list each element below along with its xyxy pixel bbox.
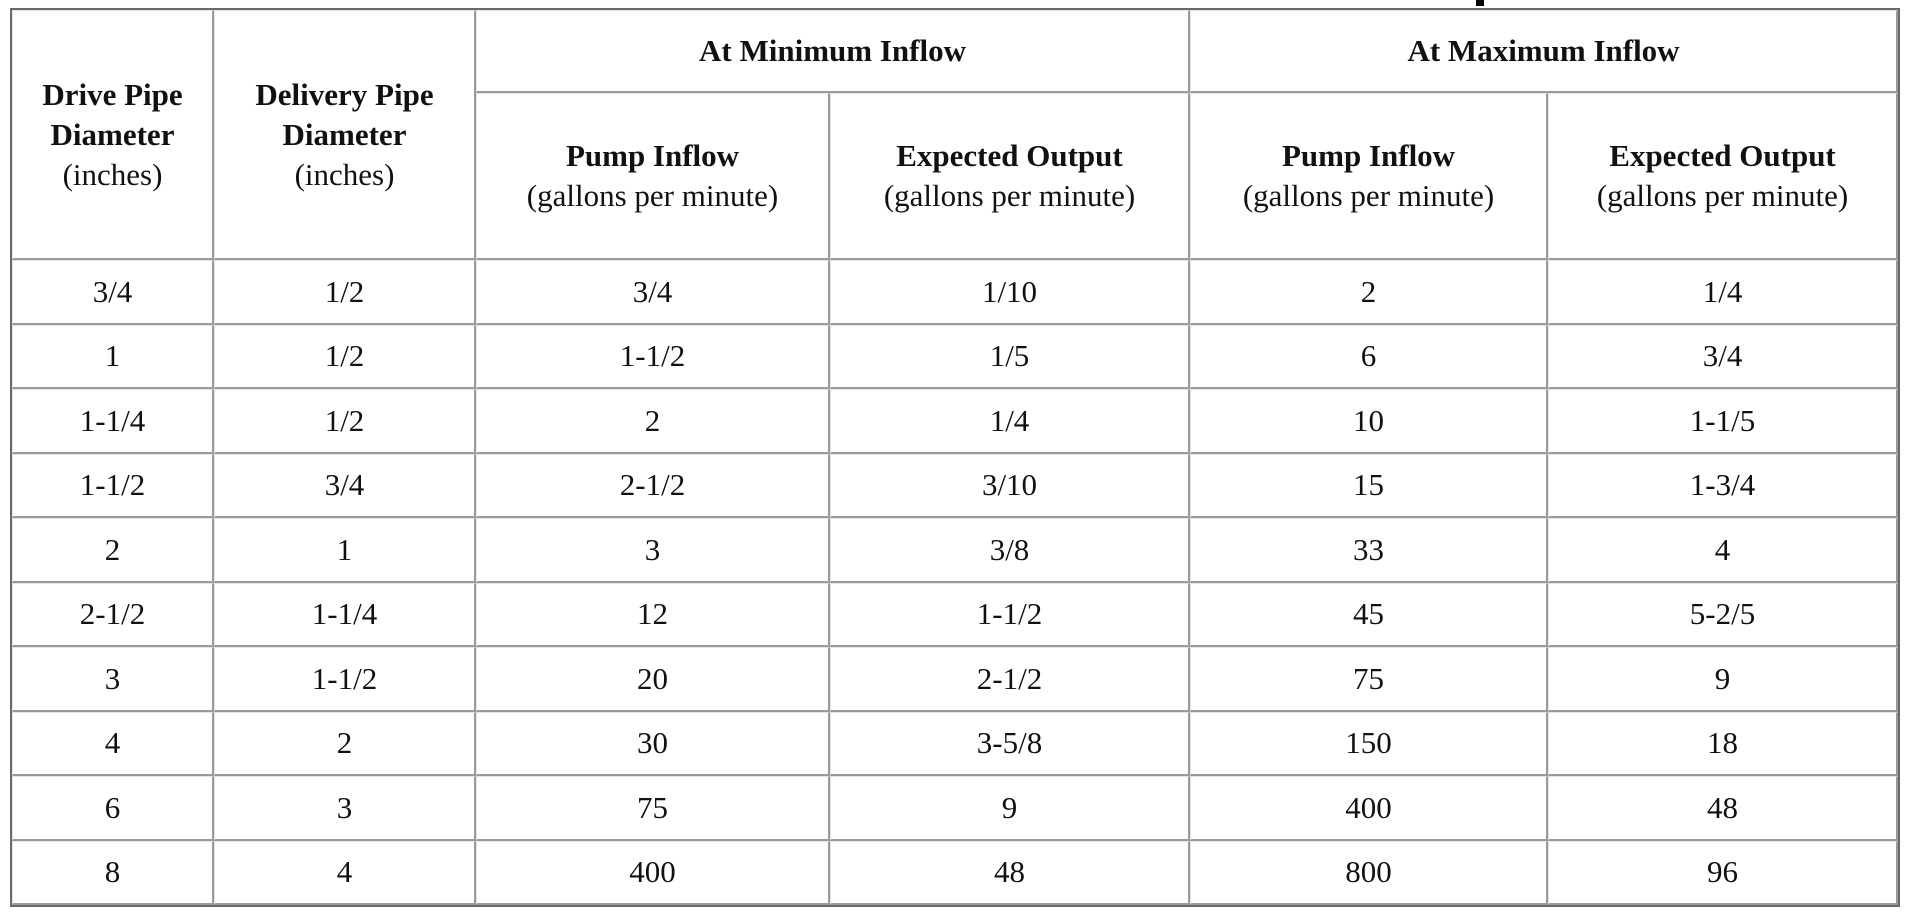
header-unit: (gallons per minute)	[883, 178, 1136, 213]
header-delivery-pipe-diameter: Delivery Pipe Diameter (inches)	[214, 10, 476, 260]
cell-min-pump-inflow: 1-1/2	[476, 324, 830, 389]
cell-max-pump-inflow: 800	[1190, 840, 1549, 905]
cell-delivery-pipe: 1/2	[214, 260, 476, 325]
cell-max-pump-inflow: 150	[1190, 711, 1549, 776]
header-title: Pump Inflow	[1281, 138, 1456, 173]
cell-min-expected-output: 1-1/2	[830, 582, 1191, 647]
cell-max-pump-inflow: 6	[1190, 324, 1549, 389]
cell-drive-pipe: 1	[12, 324, 214, 389]
cell-max-pump-inflow: 75	[1190, 647, 1549, 712]
header-min-pump-inflow: Pump Inflow (gallons per minute)	[476, 93, 830, 260]
header-max-pump-inflow: Pump Inflow (gallons per minute)	[1190, 93, 1549, 260]
header-unit: (gallons per minute)	[1242, 178, 1495, 213]
cell-min-pump-inflow: 75	[476, 776, 830, 841]
header-title: Pump Inflow	[565, 138, 740, 173]
cell-delivery-pipe: 1-1/4	[214, 582, 476, 647]
cell-min-pump-inflow: 2-1/2	[476, 453, 830, 518]
cell-min-pump-inflow: 30	[476, 711, 830, 776]
header-title: Expected Output	[1609, 138, 1836, 173]
cell-drive-pipe: 1-1/4	[12, 389, 214, 454]
cell-drive-pipe: 1-1/2	[12, 453, 214, 518]
header-unit: (gallons per minute)	[1596, 178, 1849, 213]
cell-delivery-pipe: 1/2	[214, 389, 476, 454]
cell-drive-pipe: 3/4	[12, 260, 214, 325]
cell-drive-pipe: 8	[12, 840, 214, 905]
cell-delivery-pipe: 1	[214, 518, 476, 583]
header-title-line2: Diameter	[282, 116, 407, 152]
cell-max-expected-output: 4	[1548, 518, 1899, 583]
group-header-minimum-inflow: At Minimum Inflow	[476, 10, 1191, 93]
table-body: 3/4 1/2 3/4 1/10 2 1/4 1 1/2 1-1/2 1/5 6 3/4 1-1/4 1/…	[12, 260, 1899, 905]
header-drive-pipe-diameter: Drive Pipe Diameter (inches)	[12, 10, 214, 260]
cell-delivery-pipe: 1/2	[214, 324, 476, 389]
table-row: 1-1/2 3/4 2-1/2 3/10 15 1-3/4	[12, 453, 1899, 518]
table-row: 6 3 75 9 400 48	[12, 776, 1899, 841]
pump-sizing-table: Drive Pipe Diameter (inches) Delivery Pi…	[10, 8, 1901, 907]
cell-min-pump-inflow: 2	[476, 389, 830, 454]
cell-min-expected-output: 2-1/2	[830, 647, 1191, 712]
cell-max-expected-output: 9	[1548, 647, 1899, 712]
header-unit: (inches)	[62, 156, 163, 192]
cell-min-expected-output: 3-5/8	[830, 711, 1191, 776]
cell-delivery-pipe: 4	[214, 840, 476, 905]
group-header-maximum-inflow: At Maximum Inflow	[1190, 10, 1899, 93]
cell-min-expected-output: 1/4	[830, 389, 1191, 454]
cell-delivery-pipe: 3	[214, 776, 476, 841]
cell-max-expected-output: 3/4	[1548, 324, 1899, 389]
table-row: 2-1/2 1-1/4 12 1-1/2 45 5-2/5	[12, 582, 1899, 647]
cell-delivery-pipe: 2	[214, 711, 476, 776]
table-row: 4 2 30 3-5/8 150 18	[12, 711, 1899, 776]
cell-min-pump-inflow: 400	[476, 840, 830, 905]
cell-max-expected-output: 18	[1548, 711, 1899, 776]
table-row: 2 1 3 3/8 33 4	[12, 518, 1899, 583]
table-row: 3/4 1/2 3/4 1/10 2 1/4	[12, 260, 1899, 325]
cell-min-expected-output: 1/10	[830, 260, 1191, 325]
cropped-text-fragment	[1476, 0, 1484, 6]
cell-delivery-pipe: 3/4	[214, 453, 476, 518]
cell-max-expected-output: 5-2/5	[1548, 582, 1899, 647]
header-min-expected-output: Expected Output (gallons per minute)	[830, 93, 1191, 260]
cell-min-pump-inflow: 20	[476, 647, 830, 712]
cell-max-expected-output: 1-3/4	[1548, 453, 1899, 518]
table-row: 1 1/2 1-1/2 1/5 6 3/4	[12, 324, 1899, 389]
header-unit: (gallons per minute)	[526, 178, 779, 213]
cell-drive-pipe: 3	[12, 647, 214, 712]
cell-max-expected-output: 96	[1548, 840, 1899, 905]
group-header-row: Drive Pipe Diameter (inches) Delivery Pi…	[12, 10, 1899, 260]
cell-delivery-pipe: 1-1/2	[214, 647, 476, 712]
cell-max-pump-inflow: 10	[1190, 389, 1549, 454]
cell-drive-pipe: 4	[12, 711, 214, 776]
cell-max-pump-inflow: 15	[1190, 453, 1549, 518]
header-title-line1: Delivery Pipe	[255, 76, 434, 112]
cell-max-pump-inflow: 400	[1190, 776, 1549, 841]
header-title-line1: Drive Pipe	[42, 76, 183, 112]
table-row: 1-1/4 1/2 2 1/4 10 1-1/5	[12, 389, 1899, 454]
header-max-expected-output: Expected Output (gallons per minute)	[1548, 93, 1899, 260]
table-row: 8 4 400 48 800 96	[12, 840, 1899, 905]
cell-min-expected-output: 3/10	[830, 453, 1191, 518]
cell-min-pump-inflow: 12	[476, 582, 830, 647]
column-header-row: Pump Inflow (gallons per minute) Expecte…	[12, 93, 1899, 260]
top-strip	[0, 0, 1905, 8]
cell-drive-pipe: 6	[12, 776, 214, 841]
cell-min-expected-output: 3/8	[830, 518, 1191, 583]
cell-max-pump-inflow: 33	[1190, 518, 1549, 583]
cell-drive-pipe: 2	[12, 518, 214, 583]
header-title: Expected Output	[896, 138, 1123, 173]
cell-min-expected-output: 9	[830, 776, 1191, 841]
table-row: 3 1-1/2 20 2-1/2 75 9	[12, 647, 1899, 712]
cell-max-pump-inflow: 2	[1190, 260, 1549, 325]
cell-min-pump-inflow: 3	[476, 518, 830, 583]
cell-max-pump-inflow: 45	[1190, 582, 1549, 647]
cell-min-expected-output: 1/5	[830, 324, 1191, 389]
cell-drive-pipe: 2-1/2	[12, 582, 214, 647]
header-title-line2: Diameter	[50, 116, 175, 152]
header-unit: (inches)	[294, 156, 395, 192]
cell-min-expected-output: 48	[830, 840, 1191, 905]
cell-min-pump-inflow: 3/4	[476, 260, 830, 325]
cell-max-expected-output: 1/4	[1548, 260, 1899, 325]
cell-max-expected-output: 48	[1548, 776, 1899, 841]
cell-max-expected-output: 1-1/5	[1548, 389, 1899, 454]
